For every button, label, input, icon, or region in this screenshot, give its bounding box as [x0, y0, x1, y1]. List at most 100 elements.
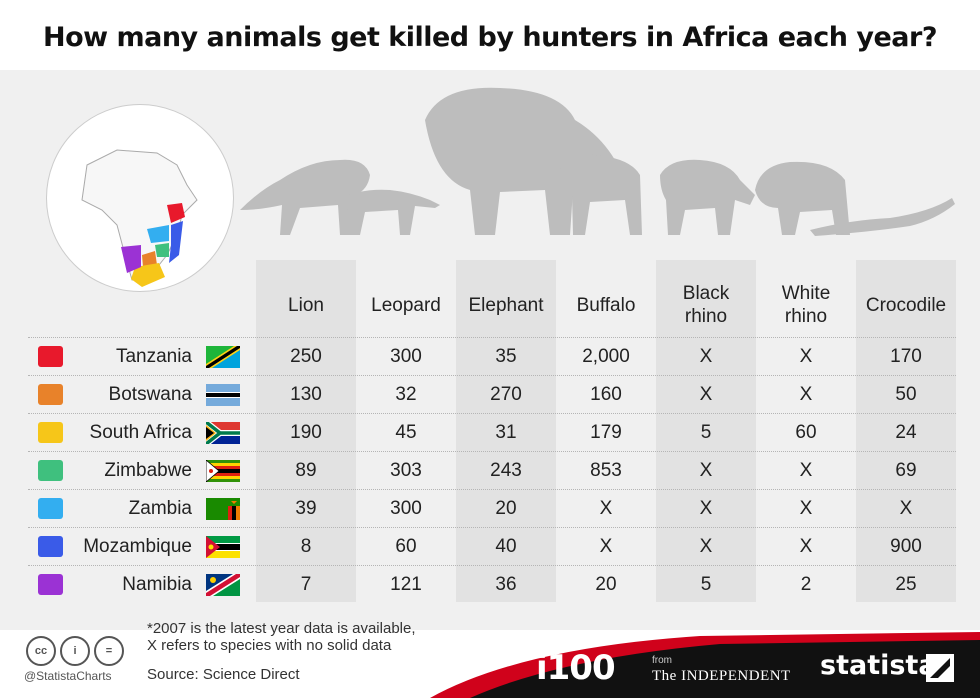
- table-cell: X: [899, 498, 913, 519]
- table-cell: X: [599, 498, 613, 519]
- column-shade-elephant: [456, 260, 556, 602]
- color-swatch: [38, 574, 63, 595]
- table-cell: 8: [300, 536, 312, 557]
- statista-mark-icon: [926, 654, 954, 682]
- color-swatch: [38, 346, 63, 367]
- table-cell: X: [699, 384, 713, 405]
- table-row: Zimbabwe 89 303 243 853 X X 69: [28, 451, 956, 489]
- table-cell: 36: [495, 574, 517, 595]
- footnote: *2007 is the latest year data is availab…: [147, 620, 416, 654]
- table-cell: X: [799, 460, 813, 481]
- table-cell: 31: [495, 422, 517, 443]
- black-rhino-silhouette: [660, 159, 755, 235]
- table-cell: X: [699, 346, 713, 367]
- elephant-silhouette: [425, 87, 617, 235]
- table-cell: X: [799, 384, 813, 405]
- table-cell: X: [699, 498, 713, 519]
- source-text: Source: Science Direct: [147, 666, 300, 683]
- animal-silhouettes: [230, 80, 960, 250]
- flag-icon: [206, 536, 240, 558]
- table-cell: 5: [700, 422, 712, 443]
- table-row: Botswana 130 32 270 160 X X 50: [28, 375, 956, 413]
- color-swatch: [38, 498, 63, 519]
- flag-icon: [206, 346, 240, 368]
- statista-logo: statista: [820, 650, 937, 681]
- color-swatch: [38, 384, 63, 405]
- table-cell: 170: [890, 346, 922, 367]
- table-cell: 89: [295, 460, 317, 481]
- table-cell: X: [699, 460, 713, 481]
- table-cell: 25: [895, 574, 917, 595]
- table-row: Tanzania 250 300 35 2,000 X X 170: [28, 337, 956, 375]
- column-header: Black rhino: [682, 283, 730, 327]
- row-divider: [28, 565, 956, 566]
- crocodile-silhouette: [810, 198, 955, 236]
- lion-silhouette: [240, 159, 370, 235]
- map-tanzania: [167, 203, 185, 223]
- table-cell: X: [799, 536, 813, 557]
- row-divider: [28, 337, 956, 338]
- column-header: Crocodile: [865, 294, 947, 316]
- column-header: Buffalo: [576, 294, 636, 316]
- flag-icon: [206, 574, 240, 596]
- table-cell: X: [699, 536, 713, 557]
- column-header: Elephant: [468, 294, 544, 316]
- map-south-africa: [131, 263, 165, 287]
- table-cell: X: [799, 346, 813, 367]
- column-header: Leopard: [371, 294, 441, 316]
- country-name: Zambia: [128, 498, 192, 519]
- color-swatch: [38, 422, 63, 443]
- africa-map: [46, 104, 234, 292]
- footnote-line-2: X refers to species with no solid data: [147, 637, 392, 654]
- country-name: Zimbabwe: [104, 460, 192, 481]
- column-shade-lion: [256, 260, 356, 602]
- row-divider: [28, 451, 956, 452]
- map-mozambique: [169, 221, 183, 263]
- table-cell: 121: [390, 574, 422, 595]
- flag-icon: [206, 460, 240, 482]
- white-rhino-silhouette: [755, 161, 850, 235]
- table-cell: 300: [390, 498, 422, 519]
- no-derivatives-icon: =: [94, 636, 124, 666]
- table-cell: 250: [290, 346, 322, 367]
- map-botswana: [142, 251, 157, 267]
- attribution-icon: i: [60, 636, 90, 666]
- row-divider: [28, 375, 956, 376]
- country-name: Tanzania: [115, 346, 192, 367]
- table-cell: 7: [300, 574, 312, 595]
- flag-icon: [206, 384, 240, 406]
- column-header: White rhino: [781, 283, 831, 327]
- table-cell: 853: [590, 460, 622, 481]
- i100-logo: i100: [536, 648, 616, 688]
- flag-icon: [206, 498, 240, 520]
- leopard-silhouette: [335, 189, 440, 235]
- table-cell: 303: [390, 460, 422, 481]
- country-name: Namibia: [122, 574, 192, 595]
- column-shade-black-rhino: [656, 260, 756, 602]
- table-row: South Africa 190 45 31 179 5 60 24: [28, 413, 956, 451]
- table-cell: 160: [590, 384, 622, 405]
- column-shade-crocodile: [856, 260, 956, 602]
- table-cell: 60: [795, 422, 817, 443]
- map-zambia: [147, 225, 169, 243]
- table-cell: 32: [395, 384, 417, 405]
- table-cell: 50: [895, 384, 917, 405]
- country-name: South Africa: [89, 422, 192, 443]
- independent-logo: The INDEPENDENT: [652, 668, 791, 684]
- table-cell: 35: [495, 346, 517, 367]
- table-cell: 2: [800, 574, 812, 595]
- table-row: Namibia 7 121 36 20 5 2 25: [28, 565, 956, 603]
- twitter-handle: @StatistaCharts: [24, 669, 112, 683]
- table-cell: X: [799, 498, 813, 519]
- table-cell: 179: [590, 422, 622, 443]
- table-cell: X: [599, 536, 613, 557]
- table-cell: 270: [490, 384, 522, 405]
- table-row: Zambia 39 300 20 X X X X: [28, 489, 956, 527]
- chart-title: How many animals get killed by hunters i…: [42, 22, 938, 53]
- table-cell: 40: [495, 536, 517, 557]
- table-cell: 20: [595, 574, 617, 595]
- table-row: Mozambique 8 60 40 X X X 900: [28, 527, 956, 565]
- table-cell: 190: [290, 422, 322, 443]
- table-cell: 5: [700, 574, 712, 595]
- map-zimbabwe: [155, 243, 169, 257]
